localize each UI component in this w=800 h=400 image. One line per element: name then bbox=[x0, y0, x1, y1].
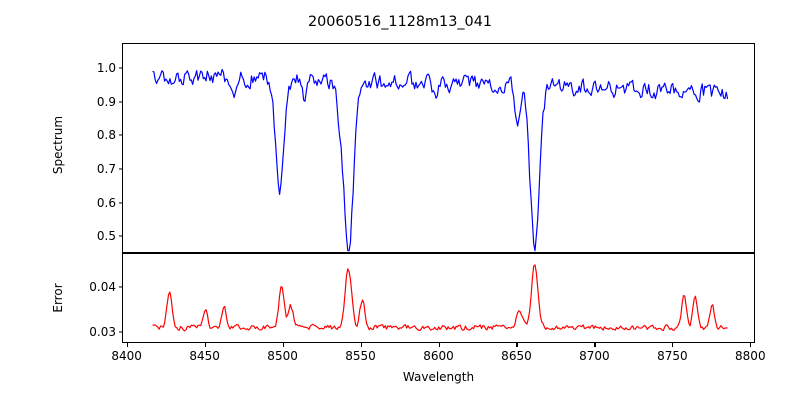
spectrum-ytick-label: 0.8 bbox=[96, 128, 116, 143]
error-axes bbox=[122, 253, 755, 343]
spectrum-axis-label: Spectrum bbox=[51, 115, 65, 175]
xtick-label: 8550 bbox=[345, 349, 376, 363]
error-axis-label: Error bbox=[51, 283, 65, 313]
spectrum-ytick-labels: 0.5 0.6 0.7 0.8 0.9 1.0 bbox=[72, 43, 116, 253]
error-plot-area bbox=[152, 264, 728, 332]
error-ytick-mark bbox=[118, 331, 122, 333]
spectrum-ytick-mark bbox=[118, 168, 122, 170]
error-data-line bbox=[152, 264, 728, 332]
spectrum-ytick-mark bbox=[118, 202, 122, 204]
spectrum-ytick-label: 0.7 bbox=[96, 162, 116, 176]
xtick-mark bbox=[516, 343, 518, 347]
xtick-label: 8400 bbox=[111, 349, 142, 363]
x-axis-label: Wavelength bbox=[402, 370, 475, 384]
xtick-label: 8650 bbox=[501, 349, 532, 363]
spectrum-plot-area bbox=[152, 68, 729, 252]
spectrum-ytick-label: 0.6 bbox=[96, 195, 116, 210]
spectrum-ytick-marks bbox=[114, 43, 122, 253]
error-ytick-label: 0.03 bbox=[89, 324, 116, 339]
xtick-mark bbox=[672, 343, 674, 347]
xtick-mark bbox=[594, 343, 596, 347]
xtick-label: 8450 bbox=[189, 349, 220, 363]
xtick-mark bbox=[126, 343, 128, 347]
error-ytick-labels: 0.03 0.04 bbox=[72, 253, 116, 343]
xtick-mark bbox=[750, 343, 752, 347]
error-ytick-marks bbox=[114, 253, 122, 343]
spectrum-ytick-mark bbox=[118, 235, 122, 237]
xtick-label: 8600 bbox=[423, 349, 454, 363]
spectrum-ytick-mark bbox=[118, 67, 122, 69]
spectrum-ytick-mark bbox=[118, 134, 122, 136]
spectrum-ytick-label: 1.0 bbox=[96, 61, 116, 76]
error-ytick-mark bbox=[118, 286, 122, 288]
xtick-label: 8750 bbox=[657, 349, 688, 363]
xtick-label: 8500 bbox=[267, 349, 298, 363]
xtick-mark bbox=[360, 343, 362, 347]
xtick-label: 8700 bbox=[579, 349, 610, 363]
spectrum-ytick-label: 0.5 bbox=[96, 229, 116, 244]
xtick-mark bbox=[204, 343, 206, 347]
xtick-mark bbox=[438, 343, 440, 347]
xtick-mark bbox=[282, 343, 284, 347]
xtick-labels: 8400 8450 8500 8550 8600 8650 8700 8750 8800 bbox=[111, 349, 765, 365]
error-ytick-label: 0.04 bbox=[89, 279, 116, 294]
xtick-marks bbox=[122, 343, 755, 348]
spectrum-ytick-mark bbox=[118, 101, 122, 103]
figure-title: 20060516_1128m13_041 bbox=[307, 14, 493, 30]
spectrum-axes bbox=[122, 43, 755, 253]
xtick-label: 8800 bbox=[735, 349, 766, 363]
spectrum-ytick-label: 0.9 bbox=[96, 94, 116, 109]
spectrum-data-line bbox=[152, 68, 729, 252]
